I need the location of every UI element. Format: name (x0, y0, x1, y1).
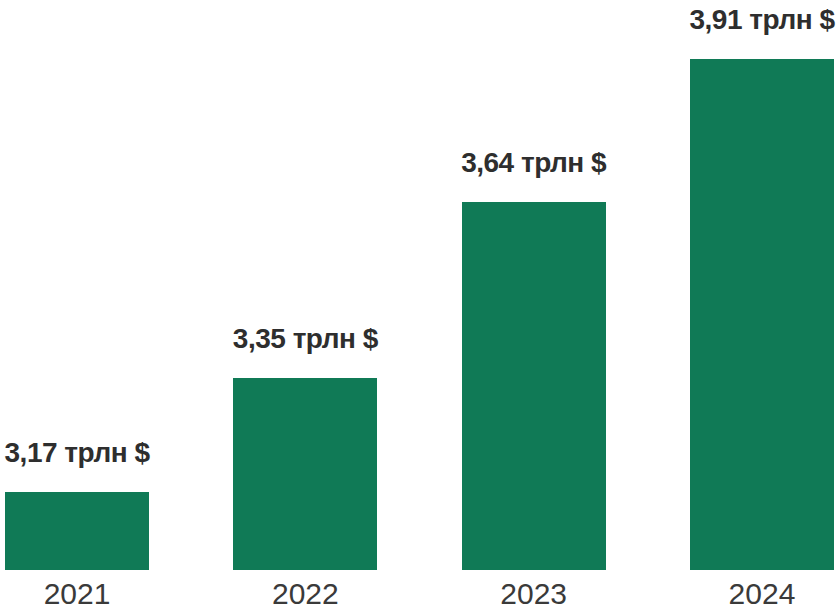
bar-column-2023: 3,64 трлн $ (462, 147, 606, 570)
plot-area: 3,17 трлн $ 3,35 трлн $ 3,64 трлн $ 3,91 тр… (5, 0, 834, 570)
x-axis-tick-labels: 2021 2022 2023 2024 (5, 570, 834, 613)
x-tick-label: 2023 (462, 570, 606, 613)
bar-column-2022: 3,35 трлн $ (233, 323, 377, 570)
bar-2023 (462, 202, 606, 570)
bar-column-2021: 3,17 трлн $ (5, 437, 149, 570)
bar-2024 (690, 59, 834, 570)
bar-column-2024: 3,91 трлн $ (690, 4, 834, 570)
x-tick-label: 2022 (233, 570, 377, 613)
x-tick-label: 2024 (690, 570, 834, 613)
bar-value-label: 3,17 трлн $ (5, 437, 150, 469)
bar-2022 (233, 378, 377, 570)
bar-value-label: 3,35 трлн $ (233, 323, 378, 355)
x-tick-label: 2021 (5, 570, 149, 613)
bar-value-label: 3,91 трлн $ (690, 4, 835, 36)
bar-2021 (5, 492, 149, 570)
bar-chart: 3,17 трлн $ 3,35 трлн $ 3,64 трлн $ 3,91 тр… (0, 0, 840, 613)
bar-value-label: 3,64 трлн $ (461, 147, 606, 179)
